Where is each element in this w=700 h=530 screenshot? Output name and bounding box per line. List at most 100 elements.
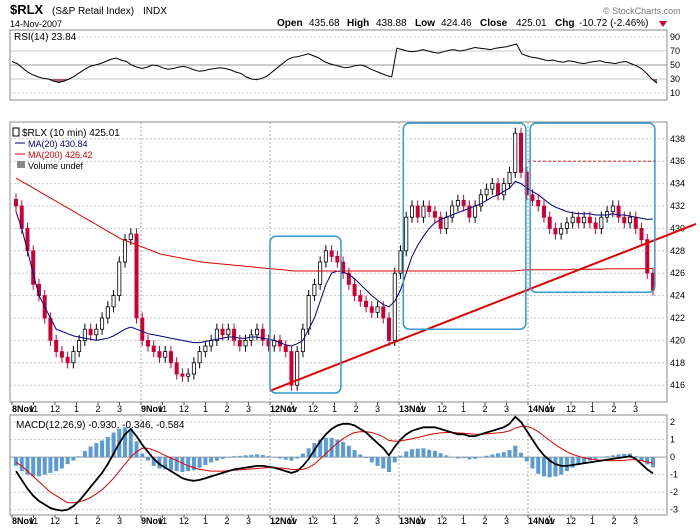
- pattern-box: [529, 122, 656, 293]
- index-name: (S&P Retail Index): [52, 6, 134, 17]
- candle-body: [639, 227, 644, 240]
- price-tick-label: 420: [670, 335, 685, 345]
- x-tick-label: 1: [332, 404, 337, 414]
- histogram-bar: [455, 457, 460, 459]
- x-tick-label: 2: [482, 404, 487, 414]
- histogram-bar: [277, 457, 282, 459]
- histogram-bar: [519, 452, 524, 458]
- histogram-bar: [260, 455, 265, 458]
- candle-body: [260, 328, 265, 341]
- x-tick-label: 3: [375, 404, 380, 414]
- candle-body: [105, 306, 110, 319]
- histogram-bar: [186, 457, 191, 472]
- price-tick-label: 438: [670, 134, 685, 144]
- histogram-bar: [255, 454, 260, 458]
- histogram-bar: [530, 457, 535, 469]
- candle-body: [232, 328, 237, 341]
- price-tick-label: 426: [670, 268, 685, 278]
- x-tick-label: 1: [461, 516, 466, 526]
- candle-body: [94, 328, 99, 336]
- candle-body: [174, 362, 179, 375]
- candle-body: [392, 272, 397, 341]
- macd-panel: 2 1 0 -1 -2 -3: [10, 415, 678, 515]
- histogram-bar: [214, 457, 219, 461]
- candle-body: [582, 216, 587, 224]
- x-tick-label: 3: [117, 516, 122, 526]
- histogram-bar: [329, 437, 334, 458]
- price-tick-label: 434: [670, 179, 685, 189]
- candle-body: [553, 227, 558, 235]
- candle-body: [197, 351, 202, 364]
- x-tick-label: 1: [590, 404, 595, 414]
- histogram-bar: [616, 454, 621, 458]
- x-tick-label: 12: [308, 404, 318, 414]
- chg-label: Chg: [555, 18, 574, 29]
- x-tick-label: 13Nov: [399, 516, 426, 526]
- candle-body: [186, 373, 191, 377]
- x-tick-label: 2: [95, 516, 100, 526]
- x-tick-label: 1: [461, 404, 466, 414]
- x-tick-label: 2: [611, 516, 616, 526]
- candle-body: [513, 132, 518, 173]
- candle-body: [329, 250, 334, 257]
- histogram-bar: [547, 457, 552, 478]
- histogram-bar: [438, 453, 443, 458]
- candle-body: [13, 198, 18, 207]
- price-legend-volume: Volume undef: [28, 161, 84, 171]
- candle-body: [450, 205, 455, 218]
- histogram-bar: [507, 450, 512, 458]
- candle-body: [507, 171, 512, 184]
- histogram-bar: [335, 439, 340, 458]
- rsi-panel: 90 70 50 30 10: [10, 32, 680, 98]
- candle-body: [358, 295, 363, 302]
- x-tick-label: 11: [287, 516, 296, 526]
- histogram-bar: [168, 457, 173, 471]
- candle-body: [209, 339, 214, 347]
- candle-body: [352, 283, 357, 296]
- candle-body: [226, 328, 231, 336]
- histogram-bar: [197, 457, 202, 468]
- candle-body: [628, 216, 633, 224]
- candle-body: [427, 205, 432, 212]
- legend-candle-icon: [12, 127, 20, 137]
- candle-body: [541, 205, 546, 218]
- x-tick-label: 2: [95, 404, 100, 414]
- candle-body: [375, 306, 380, 313]
- histogram-bar: [19, 457, 24, 472]
- x-tick-label: 11: [29, 404, 38, 414]
- low-value: 424.46: [441, 18, 472, 29]
- histogram-bar: [71, 457, 76, 461]
- histogram-bar: [341, 442, 346, 458]
- candle-body: [633, 216, 638, 229]
- candle-body: [369, 306, 374, 313]
- histogram-bar: [364, 457, 369, 458]
- rsi-tick-label: 30: [670, 74, 680, 84]
- open-value: 435.68: [309, 18, 340, 29]
- candle-body: [346, 272, 351, 285]
- chg-value: -10.72 (-2.46%): [579, 18, 648, 29]
- histogram-bar: [36, 457, 41, 477]
- candle-body: [220, 328, 225, 336]
- histogram-bar: [243, 455, 248, 458]
- candle-body: [318, 261, 323, 285]
- rsi-tick-label: 70: [670, 46, 680, 56]
- candle-body: [54, 339, 59, 352]
- x-tick-label: 1: [203, 404, 208, 414]
- histogram-bar: [622, 453, 627, 458]
- candle-body: [645, 239, 650, 274]
- x-tick-label: 11: [158, 516, 167, 526]
- x-tick-label: 3: [633, 404, 638, 414]
- candle-body: [323, 250, 328, 263]
- price-panel: 438 436 434 432 430 428 426 424 422 420 418 416: [10, 122, 697, 402]
- histogram-bar: [318, 439, 323, 458]
- histogram-bar: [564, 457, 569, 472]
- candle-body: [71, 351, 76, 364]
- candle-body: [145, 339, 150, 347]
- exchange: INDX: [143, 6, 167, 17]
- close-value: 425.01: [516, 18, 547, 29]
- macd-histogram: [14, 427, 655, 478]
- histogram-bar: [82, 450, 87, 458]
- histogram-bar: [31, 457, 36, 477]
- macd-signal-line: [15, 425, 654, 504]
- histogram-bar: [65, 457, 70, 465]
